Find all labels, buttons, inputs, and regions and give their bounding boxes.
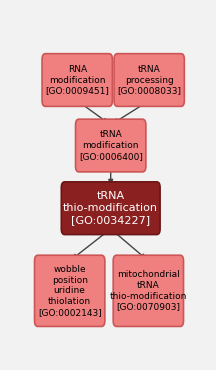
Text: tRNA
modification
[GO:0006400]: tRNA modification [GO:0006400] [79,130,143,161]
FancyBboxPatch shape [35,255,105,326]
FancyBboxPatch shape [61,182,160,235]
Text: RNA
modification
[GO:0009451]: RNA modification [GO:0009451] [45,65,109,95]
Text: tRNA
thio-modification
[GO:0034227]: tRNA thio-modification [GO:0034227] [63,191,158,225]
FancyBboxPatch shape [113,255,184,326]
Text: mitochondrial
tRNA
thio-modification
[GO:0070903]: mitochondrial tRNA thio-modification [GO… [110,270,187,312]
Text: tRNA
processing
[GO:0008033]: tRNA processing [GO:0008033] [117,65,181,95]
FancyBboxPatch shape [76,119,146,172]
Text: wobble
position
uridine
thiolation
[GO:0002143]: wobble position uridine thiolation [GO:0… [38,265,102,317]
FancyBboxPatch shape [42,54,112,106]
FancyBboxPatch shape [114,54,184,106]
